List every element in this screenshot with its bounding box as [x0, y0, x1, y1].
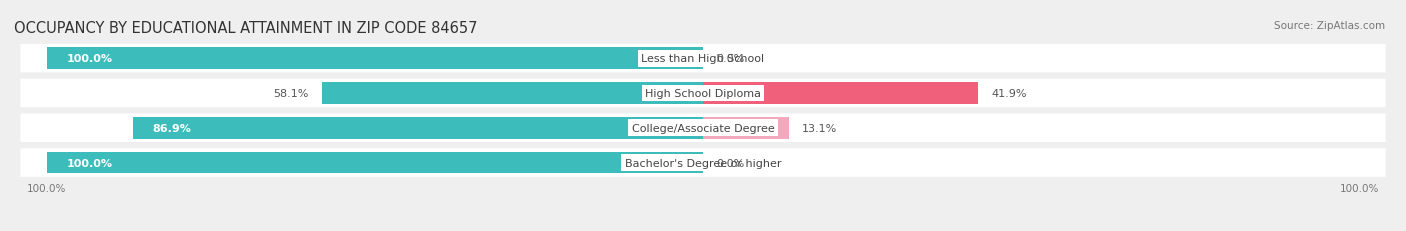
Text: 13.1%: 13.1% [801, 123, 838, 133]
Bar [322, 83, 703, 104]
Text: College/Associate Degree: College/Associate Degree [631, 123, 775, 133]
FancyBboxPatch shape [20, 149, 1386, 177]
Text: 100.0%: 100.0% [66, 54, 112, 64]
Bar [46, 152, 703, 174]
Legend: Owner-occupied, Renter-occupied: Owner-occupied, Renter-occupied [586, 228, 820, 231]
Text: 41.9%: 41.9% [991, 88, 1026, 99]
Text: 86.9%: 86.9% [152, 123, 191, 133]
Text: 58.1%: 58.1% [273, 88, 309, 99]
Bar [703, 118, 789, 139]
Text: OCCUPANCY BY EDUCATIONAL ATTAINMENT IN ZIP CODE 84657: OCCUPANCY BY EDUCATIONAL ATTAINMENT IN Z… [14, 21, 478, 36]
FancyBboxPatch shape [20, 114, 1386, 142]
Bar [703, 83, 979, 104]
Text: 0.0%: 0.0% [716, 158, 744, 168]
Text: Less than High School: Less than High School [641, 54, 765, 64]
Text: 100.0%: 100.0% [66, 158, 112, 168]
FancyBboxPatch shape [20, 79, 1386, 108]
FancyBboxPatch shape [20, 45, 1386, 73]
Bar [132, 118, 703, 139]
Text: Source: ZipAtlas.com: Source: ZipAtlas.com [1274, 21, 1385, 31]
Text: 0.0%: 0.0% [716, 54, 744, 64]
Text: Bachelor's Degree or higher: Bachelor's Degree or higher [624, 158, 782, 168]
Text: High School Diploma: High School Diploma [645, 88, 761, 99]
Bar [46, 48, 703, 70]
